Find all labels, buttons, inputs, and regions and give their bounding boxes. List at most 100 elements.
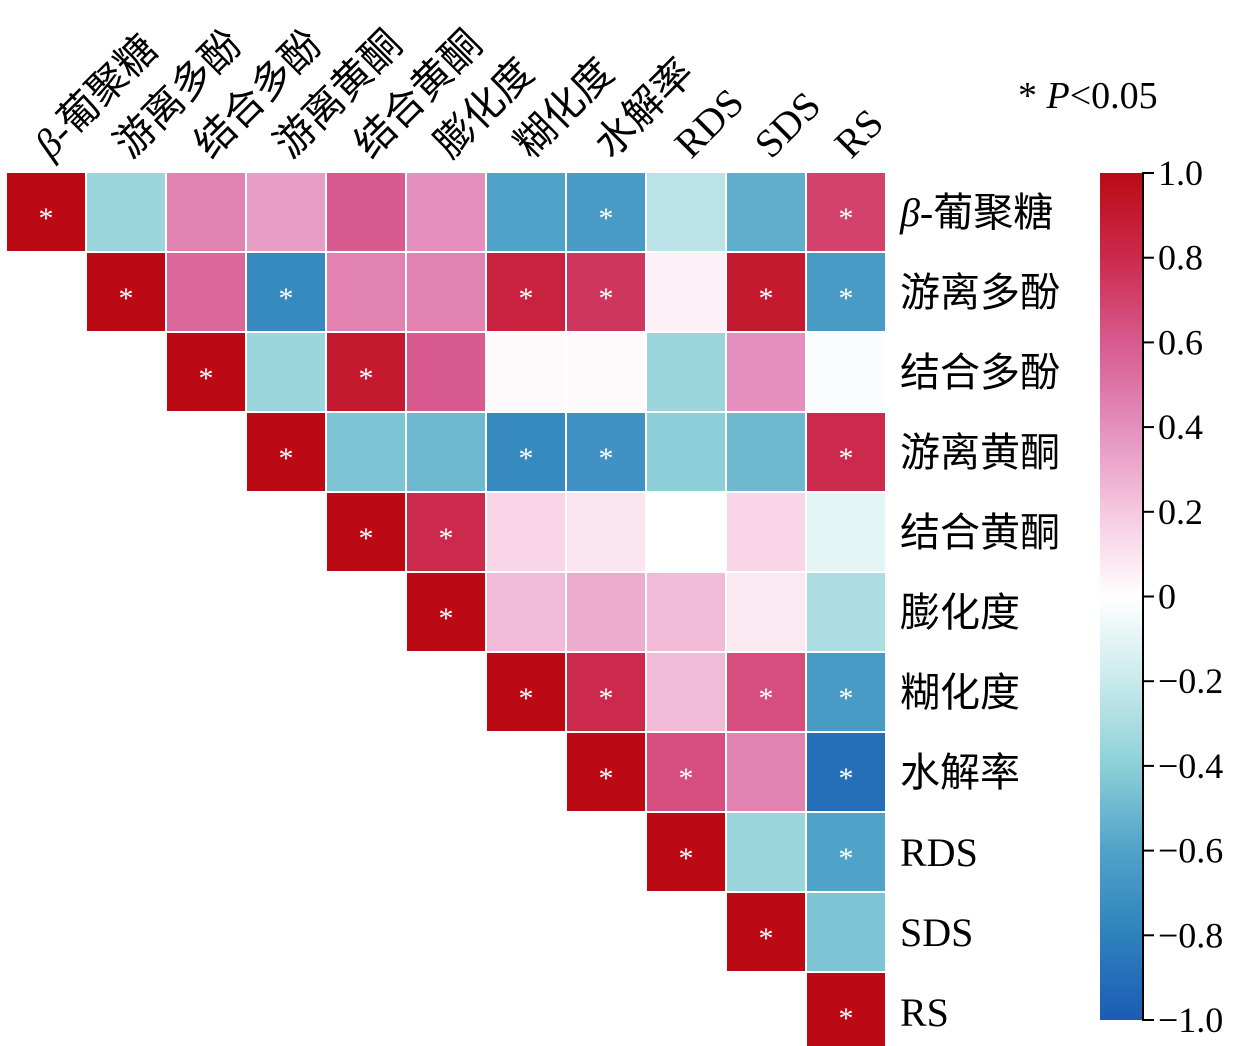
significance-marker-5-5: * bbox=[439, 602, 454, 635]
significance-marker-7-8: * bbox=[679, 762, 694, 795]
significance-marker-8-8: * bbox=[679, 842, 694, 875]
colorbar-gradient bbox=[1100, 173, 1142, 1020]
heatmap-cell-7-9 bbox=[727, 733, 805, 811]
colorbar-tick-label-7: −0.4 bbox=[1158, 746, 1223, 786]
heatmap-cell-0-5 bbox=[407, 173, 485, 251]
heatmap-cell-5-8 bbox=[647, 573, 725, 651]
heatmap-cell-0-2 bbox=[167, 173, 245, 251]
heatmap-cell-8-10 bbox=[807, 813, 885, 891]
heatmap-cell-6-9 bbox=[727, 653, 805, 731]
heatmap-cell-0-3 bbox=[247, 173, 325, 251]
heatmap-cell-0-7 bbox=[567, 173, 645, 251]
significance-marker-2-4: * bbox=[359, 362, 374, 395]
heatmap-cells: * * * * * * * * * * * * * * * * * * * * * * * * * * * * * bbox=[7, 173, 885, 1046]
heatmap-cell-4-8 bbox=[647, 493, 725, 571]
row-label-3: 游离黄酮 bbox=[900, 430, 1060, 475]
significance-marker-3-7: * bbox=[599, 442, 614, 475]
significance-marker-0-10: * bbox=[839, 202, 854, 235]
heatmap-cell-0-8 bbox=[647, 173, 725, 251]
heatmap-cell-6-8 bbox=[647, 653, 725, 731]
heatmap-cell-5-5 bbox=[407, 573, 485, 651]
legend-star: * bbox=[1018, 75, 1047, 117]
significance-marker-7-10: * bbox=[839, 762, 854, 795]
heatmap-cell-3-3 bbox=[247, 413, 325, 491]
heatmap-cell-9-10 bbox=[807, 893, 885, 971]
heatmap-cell-1-4 bbox=[327, 253, 405, 331]
legend-p: P bbox=[1046, 75, 1070, 117]
heatmap-cell-5-9 bbox=[727, 573, 805, 651]
colorbar-tick-label-2: 0.6 bbox=[1158, 322, 1203, 362]
legend-threshold: <0.05 bbox=[1070, 75, 1158, 117]
heatmap-cell-1-7 bbox=[567, 253, 645, 331]
heatmap-cell-0-10 bbox=[807, 173, 885, 251]
colorbar-tick-label-5: 0 bbox=[1158, 577, 1176, 617]
heatmap-cell-0-9 bbox=[727, 173, 805, 251]
heatmap-cell-2-2 bbox=[167, 333, 245, 411]
heatmap-cell-2-8 bbox=[647, 333, 725, 411]
heatmap-cell-2-7 bbox=[567, 333, 645, 411]
heatmap-cell-5-10 bbox=[807, 573, 885, 651]
row-label-8: RDS bbox=[900, 830, 978, 875]
heatmap-cell-2-10 bbox=[807, 333, 885, 411]
heatmap-cell-2-4 bbox=[327, 333, 405, 411]
heatmap-cell-7-10 bbox=[807, 733, 885, 811]
significance-marker-9-9: * bbox=[759, 922, 774, 955]
colorbar-tick-label-10: −1.0 bbox=[1158, 1000, 1223, 1040]
heatmap-cell-1-10 bbox=[807, 253, 885, 331]
heatmap-cell-3-10 bbox=[807, 413, 885, 491]
heatmap-cell-2-6 bbox=[487, 333, 565, 411]
colorbar-tick-label-4: 0.2 bbox=[1158, 492, 1203, 532]
heatmap-cell-10-10 bbox=[807, 973, 885, 1046]
heatmap-cell-1-2 bbox=[167, 253, 245, 331]
significance-marker-1-9: * bbox=[759, 282, 774, 315]
row-label-7: 水解率 bbox=[900, 750, 1020, 795]
heatmap-cell-6-6 bbox=[487, 653, 565, 731]
significance-marker-1-10: * bbox=[839, 282, 854, 315]
significance-marker-6-7: * bbox=[599, 682, 614, 715]
significance-marker-2-2: * bbox=[199, 362, 214, 395]
significance-legend: * P<0.05 bbox=[1018, 75, 1158, 117]
significance-marker-4-5: * bbox=[439, 522, 454, 555]
significance-marker-3-3: * bbox=[279, 442, 294, 475]
significance-marker-7-7: * bbox=[599, 762, 614, 795]
heatmap-cell-3-7 bbox=[567, 413, 645, 491]
row-label-5: 膨化度 bbox=[900, 590, 1020, 635]
significance-marker-4-4: * bbox=[359, 522, 374, 555]
heatmap-cell-2-3 bbox=[247, 333, 325, 411]
heatmap-cell-6-7 bbox=[567, 653, 645, 731]
heatmap-cell-3-4 bbox=[327, 413, 405, 491]
heatmap-cell-4-6 bbox=[487, 493, 565, 571]
heatmap-cell-0-6 bbox=[487, 173, 565, 251]
heatmap-cell-0-0 bbox=[7, 173, 85, 251]
significance-marker-3-10: * bbox=[839, 442, 854, 475]
heatmap-cell-1-6 bbox=[487, 253, 565, 331]
significance-marker-1-3: * bbox=[279, 282, 294, 315]
heatmap-cell-4-10 bbox=[807, 493, 885, 571]
significance-marker-0-0: * bbox=[39, 202, 54, 235]
row-label-4: 结合黄酮 bbox=[900, 510, 1060, 555]
heatmap-cell-1-9 bbox=[727, 253, 805, 331]
colorbar-tick-label-9: −0.8 bbox=[1158, 915, 1223, 955]
heatmap-cell-8-8 bbox=[647, 813, 725, 891]
significance-marker-8-10: * bbox=[839, 842, 854, 875]
heatmap-cell-7-8 bbox=[647, 733, 725, 811]
significance-marker-6-6: * bbox=[519, 682, 534, 715]
colorbar-tick-label-8: −0.6 bbox=[1158, 831, 1223, 871]
row-label-0: β-葡聚糖 bbox=[899, 190, 1053, 235]
heatmap-cell-2-5 bbox=[407, 333, 485, 411]
heatmap-cell-0-4 bbox=[327, 173, 405, 251]
colorbar-tick-label-1: 0.8 bbox=[1158, 238, 1203, 278]
heatmap-cell-4-9 bbox=[727, 493, 805, 571]
heatmap-cell-1-8 bbox=[647, 253, 725, 331]
heatmap-cell-3-8 bbox=[647, 413, 725, 491]
colorbar-tick-label-3: 0.4 bbox=[1158, 407, 1203, 447]
row-label-10: RS bbox=[900, 990, 949, 1035]
row-label-9: SDS bbox=[900, 910, 973, 955]
row-label-2: 结合多酚 bbox=[900, 350, 1060, 395]
heatmap-cell-2-9 bbox=[727, 333, 805, 411]
significance-marker-1-7: * bbox=[599, 282, 614, 315]
heatmap-cell-3-5 bbox=[407, 413, 485, 491]
